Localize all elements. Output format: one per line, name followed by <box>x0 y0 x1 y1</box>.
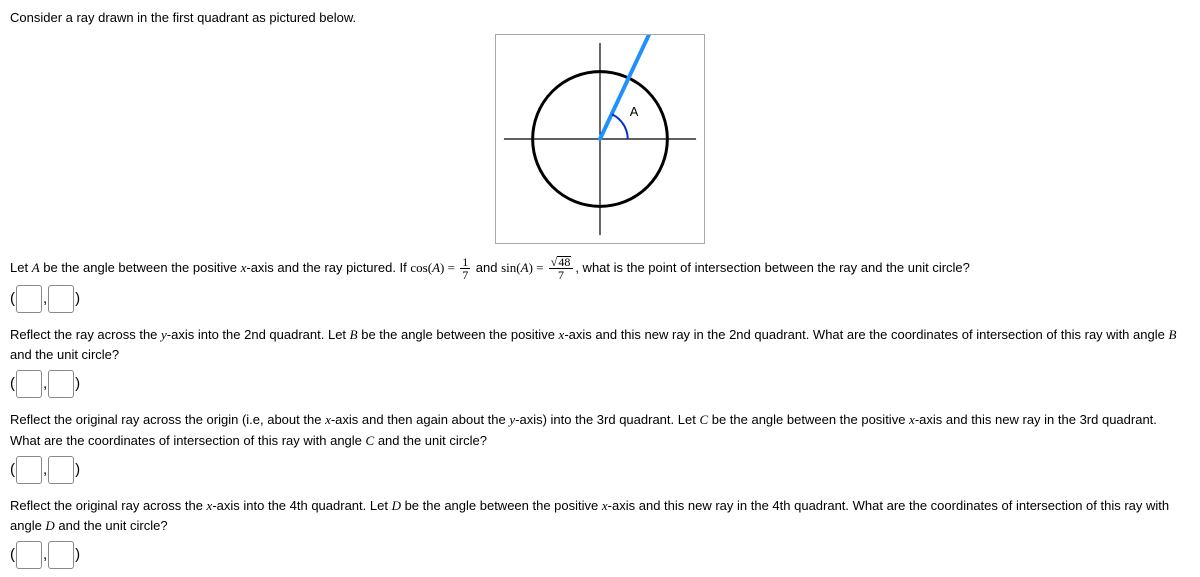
q3-t3: -axis) into the 3rd quadrant. Let <box>515 412 699 427</box>
close-paren: ) <box>75 372 80 396</box>
open-paren: ( <box>10 543 15 567</box>
answer-2-x[interactable] <box>16 370 42 398</box>
comma: , <box>43 458 47 482</box>
svg-text:A: A <box>630 104 639 119</box>
q1-var-A: A <box>32 259 40 274</box>
comma: , <box>43 372 47 396</box>
q3-t1: Reflect the original ray across the orig… <box>10 412 325 427</box>
close-paren: ) <box>75 543 80 567</box>
cos-expr: cos(A) = <box>410 259 458 274</box>
answer-3: ( , ) <box>10 456 1190 484</box>
close-paren: ) <box>75 458 80 482</box>
answer-4-x[interactable] <box>16 541 42 569</box>
intro-text: Consider a ray drawn in the first quadra… <box>10 8 1190 28</box>
open-paren: ( <box>10 372 15 396</box>
q3-t4: be the angle between the positive <box>708 412 909 427</box>
answer-1-x[interactable] <box>16 285 42 313</box>
answer-3-y[interactable] <box>48 456 74 484</box>
answer-3-x[interactable] <box>16 456 42 484</box>
q4-t5: and the unit circle? <box>55 518 168 533</box>
q2-t5: and the unit circle? <box>10 347 119 362</box>
q4-t2: -axis into the 4th quadrant. Let <box>212 498 391 513</box>
q1-mid2: -axis and the ray pictured. If <box>246 259 410 274</box>
open-paren: ( <box>10 287 15 311</box>
question-4: Reflect the original ray across the x-ax… <box>10 496 1190 570</box>
comma: , <box>43 287 47 311</box>
sin-expr: sin(A) = <box>501 259 547 274</box>
answer-4-y[interactable] <box>48 541 74 569</box>
open-paren: ( <box>10 458 15 482</box>
q1-prefix: Let <box>10 259 32 274</box>
q3-t2: -axis and then again about the <box>331 412 510 427</box>
q2-t1: Reflect the ray across the <box>10 327 161 342</box>
q1-mid1: be the angle between the positive <box>40 259 241 274</box>
sin-frac: √487 <box>549 256 574 281</box>
q4-var2: D <box>45 518 54 533</box>
question-1: Let A be the angle between the positive … <box>10 256 1190 313</box>
q4-var: D <box>392 498 401 513</box>
question-2: Reflect the ray across the y-axis into t… <box>10 325 1190 399</box>
q1-and: and <box>472 259 501 274</box>
q2-t4: -axis and this new ray in the 2nd quadra… <box>564 327 1168 342</box>
q2-t3: be the angle between the positive <box>358 327 559 342</box>
unit-circle-figure: A <box>495 34 705 244</box>
figure-wrap: A <box>10 34 1190 244</box>
q2-var2: B <box>1168 327 1176 342</box>
close-paren: ) <box>75 287 80 311</box>
cos-frac: 17 <box>460 256 470 281</box>
q4-t1: Reflect the original ray across the <box>10 498 207 513</box>
answer-4: ( , ) <box>10 541 1190 569</box>
answer-1: ( , ) <box>10 285 1190 313</box>
answer-1-y[interactable] <box>48 285 74 313</box>
comma: , <box>43 543 47 567</box>
q2-t2: -axis into the 2nd quadrant. Let <box>167 327 350 342</box>
q3-var: C <box>699 412 708 427</box>
question-3: Reflect the original ray across the orig… <box>10 410 1190 484</box>
q3-var2: C <box>366 433 375 448</box>
q2-var: B <box>350 327 358 342</box>
q1-tail: , what is the point of intersection betw… <box>575 259 970 274</box>
q3-t6: and the unit circle? <box>374 433 487 448</box>
answer-2-y[interactable] <box>48 370 74 398</box>
answer-2: ( , ) <box>10 370 1190 398</box>
q4-t3: be the angle between the positive <box>401 498 602 513</box>
